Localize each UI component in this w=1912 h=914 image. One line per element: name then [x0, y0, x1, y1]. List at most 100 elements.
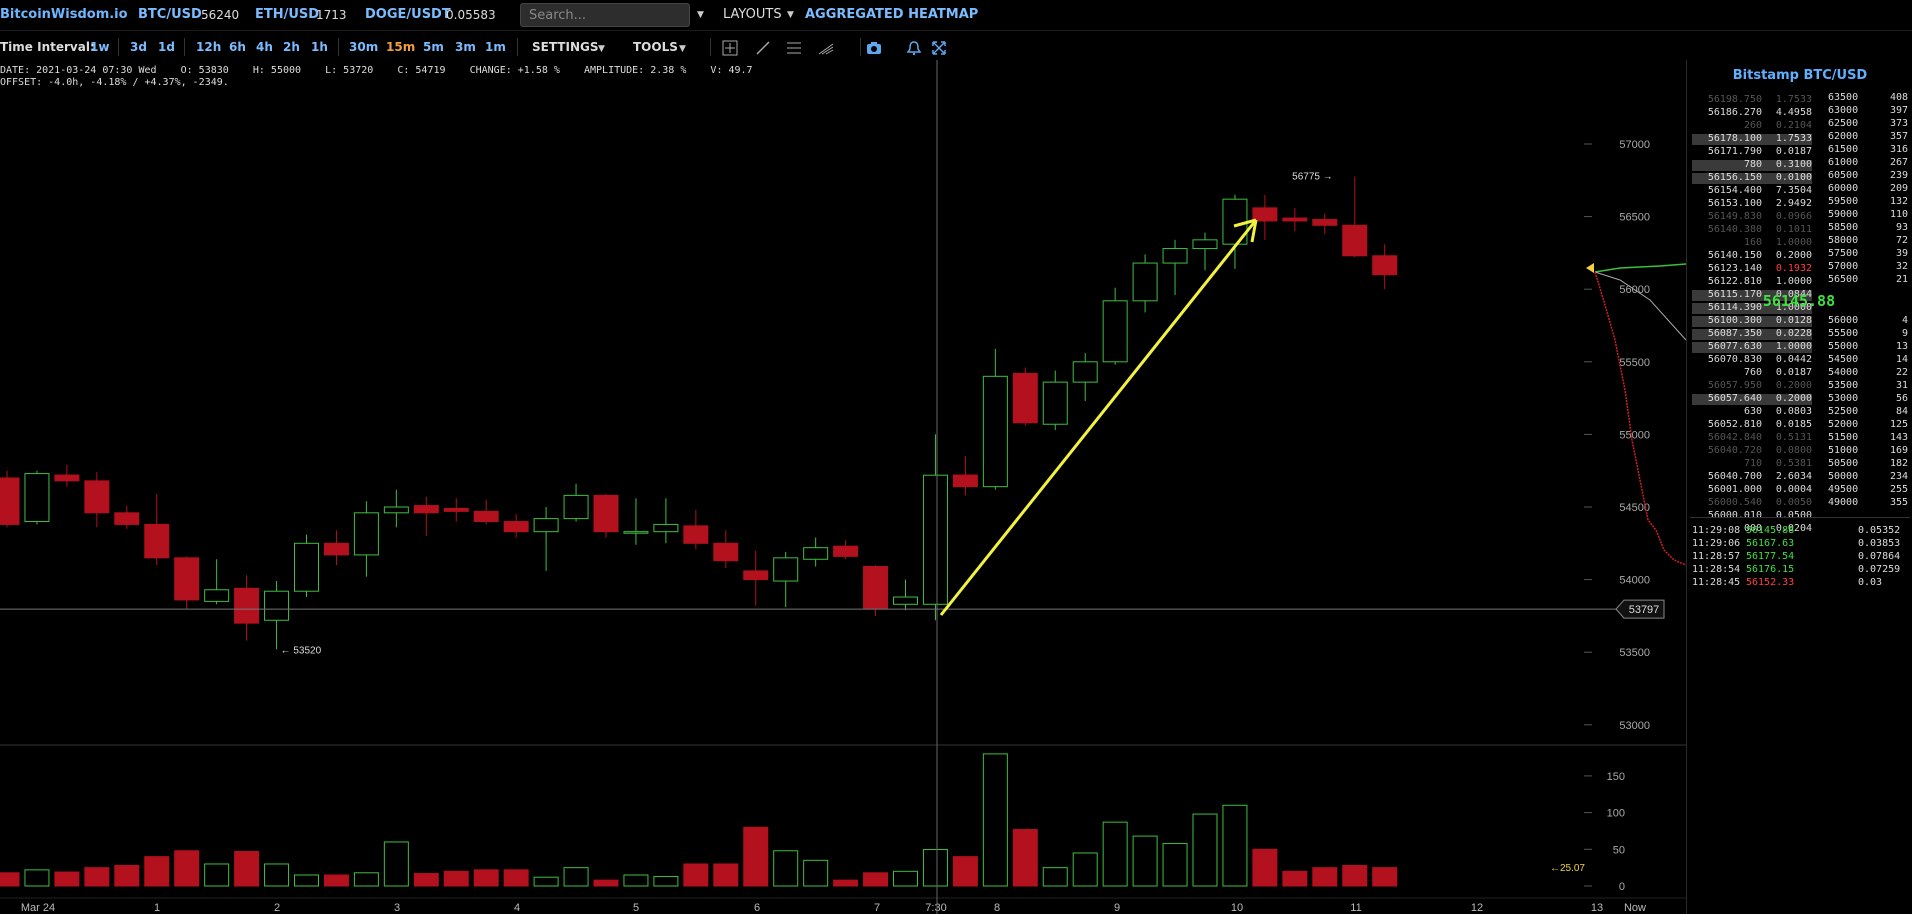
candle-body — [1102, 300, 1128, 363]
volume-bar — [1282, 870, 1308, 887]
tools-chevron-down-icon[interactable]: ▼ — [679, 44, 686, 54]
ask-price: 56140.380 — [1707, 224, 1762, 235]
orderbook-row-highlight — [1692, 173, 1812, 184]
depth-level-price: 58500 — [1828, 222, 1859, 233]
volume-bar — [1132, 835, 1158, 887]
volume-bar — [84, 867, 110, 887]
bid-amount: 0.0442 — [1775, 354, 1812, 365]
volume-bar — [1372, 867, 1398, 887]
depth-level-price: 59500 — [1828, 196, 1859, 207]
interval-1m[interactable]: 1m — [485, 40, 506, 54]
price-axis-label: 57000 — [1619, 139, 1650, 151]
volume-bar — [893, 870, 918, 887]
camera-icon[interactable] — [866, 40, 882, 56]
layouts-menu[interactable]: LAYOUTS — [723, 7, 782, 22]
trade-time: 11:28:57 — [1692, 551, 1741, 562]
volume-bar — [863, 872, 889, 887]
layouts-chevron-down-icon[interactable]: ▼ — [787, 10, 794, 20]
candle-body — [0, 477, 20, 525]
bid-price: 56040.700 — [1707, 471, 1762, 482]
depth-level-price: 56500 — [1828, 274, 1859, 285]
search-dropdown-icon[interactable]: ▼ — [697, 10, 704, 20]
depth-level-price: 60000 — [1828, 183, 1859, 194]
ticker-btc-symbol[interactable]: BTC/USD — [138, 7, 202, 22]
volume-bar — [713, 863, 739, 887]
crosshair-price-label: 53797 — [1629, 604, 1660, 616]
bid-price: 56040.720 — [1707, 445, 1762, 456]
fullscreen-icon[interactable] — [931, 40, 947, 56]
interval-3m[interactable]: 3m — [455, 40, 476, 54]
settings-menu[interactable]: SETTINGS — [532, 40, 599, 54]
candle-body — [353, 512, 379, 556]
ticker-doge-symbol[interactable]: DOGE/USDT — [365, 7, 451, 22]
depth-level-price: 52000 — [1828, 419, 1859, 430]
hlines-icon[interactable] — [786, 40, 802, 56]
interval-2h[interactable]: 2h — [283, 40, 300, 54]
current-price: 56145.88 — [1762, 292, 1836, 310]
top-bar: BitcoinWisdom.io BTC/USD 56240 ETH/USD 1… — [0, 0, 1912, 31]
volume-bar — [1042, 867, 1068, 887]
ask-price: 56122.810 — [1707, 276, 1762, 287]
crosshair-price-box — [1615, 599, 1665, 619]
bid-price: 000 — [1743, 523, 1762, 534]
ask-amount: 1.7533 — [1775, 94, 1812, 105]
volume-bar — [683, 863, 709, 887]
volume-bar — [1192, 813, 1218, 887]
search-input[interactable]: Search... — [520, 3, 690, 27]
x-axis-label: 2 — [274, 902, 280, 914]
interval-15m[interactable]: 15m — [386, 40, 416, 54]
interval-1h[interactable]: 1h — [311, 40, 328, 54]
tools-menu[interactable]: TOOLS — [633, 40, 678, 54]
interval-3d[interactable]: 3d — [130, 40, 147, 54]
aggregated-heatmap-link[interactable]: AGGREGATED HEATMAP — [805, 7, 979, 22]
interval-30m[interactable]: 30m — [349, 40, 379, 54]
trade-time: 11:29:08 — [1692, 525, 1741, 536]
candle-body — [533, 518, 559, 533]
ask-amount: 0.1932 — [1775, 263, 1812, 274]
price-chart[interactable]: 5700056500560005550055000545005400053500… — [0, 60, 1686, 914]
x-axis-label: Mar 24 — [21, 902, 55, 914]
ticker-eth-price: 1713 — [316, 8, 347, 22]
depth-level-qty: 355 — [1889, 497, 1908, 508]
settings-chevron-down-icon[interactable]: ▼ — [598, 44, 605, 54]
bid-price: 56077.630 — [1707, 341, 1762, 352]
bid-price: 56001.000 — [1707, 484, 1762, 495]
interval-4h[interactable]: 4h — [256, 40, 273, 54]
bid-amount: 1.0000 — [1775, 341, 1812, 352]
trade-time: 11:29:06 — [1692, 538, 1741, 549]
separator — [184, 38, 185, 56]
ticker-eth-symbol[interactable]: ETH/USD — [255, 7, 320, 22]
depth-level-qty: 84 — [1895, 406, 1908, 417]
bid-price: 56070.830 — [1707, 354, 1762, 365]
depth-level-qty: 132 — [1889, 196, 1908, 207]
depth-level-qty: 239 — [1889, 170, 1908, 181]
trade-time: 11:28:45 — [1692, 577, 1741, 588]
volume-bar — [144, 856, 170, 887]
toolbar: Time Interval: 1w 3d 1d 12h 6h 4h 2h 1h … — [0, 36, 1685, 60]
bid-price: 710 — [1743, 458, 1762, 469]
depth-level-price: 62000 — [1828, 131, 1859, 142]
ask-amount: 0.0966 — [1775, 211, 1812, 222]
price-axis-label: 53500 — [1619, 647, 1650, 659]
interval-12h[interactable]: 12h — [196, 40, 222, 54]
interval-5m[interactable]: 5m — [423, 40, 444, 54]
crosshair-icon[interactable] — [722, 40, 738, 56]
line-tool-icon[interactable] — [755, 40, 771, 56]
depth-level-price: 50000 — [1828, 471, 1859, 482]
depth-level-qty: 209 — [1889, 183, 1908, 194]
fib-tool-icon[interactable] — [818, 40, 834, 56]
volume-bar — [1252, 848, 1278, 887]
ask-price: 56154.400 — [1707, 185, 1762, 196]
depth-level-price: 61500 — [1828, 144, 1859, 155]
interval-1w[interactable]: 1w — [90, 40, 110, 54]
ask-amount: 0.1011 — [1775, 224, 1812, 235]
depth-level-qty: 408 — [1889, 92, 1908, 103]
depth-level-price: 55000 — [1828, 341, 1859, 352]
interval-6h[interactable]: 6h — [229, 40, 246, 54]
interval-1d[interactable]: 1d — [158, 40, 175, 54]
low-marker-label: ← 53520 — [281, 645, 322, 656]
bell-icon[interactable] — [906, 40, 922, 56]
logo[interactable]: BitcoinWisdom.io — [0, 7, 128, 22]
depth-level-price: 59000 — [1828, 209, 1859, 220]
volume-bar — [743, 826, 769, 887]
